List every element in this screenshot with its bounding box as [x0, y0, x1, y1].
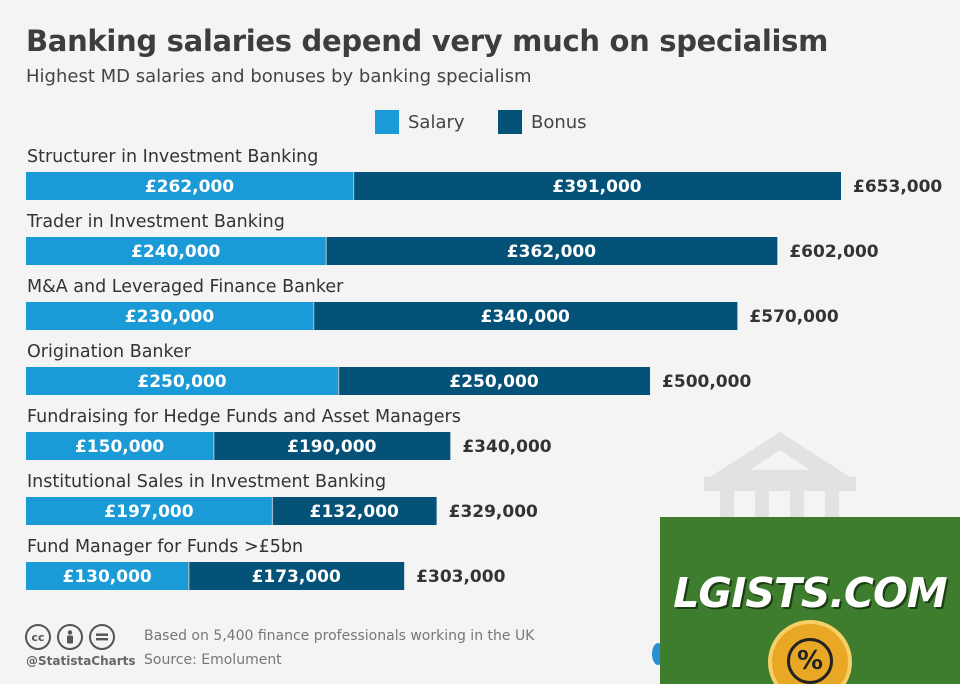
total-label-row-5: £329,000 [449, 502, 538, 522]
bonus-value-label-row-6: £173,000 [252, 567, 341, 587]
total-label-row-3: £500,000 [662, 372, 751, 392]
bonus-value-label-row-2: £340,000 [481, 307, 570, 327]
bonus-value-label-row-3: £250,000 [449, 372, 538, 392]
watermark-overlay: LGISTS.COM % [660, 517, 960, 684]
page-title: Banking salaries depend very much on spe… [26, 24, 828, 58]
legend-item-salary: Salary [375, 110, 465, 134]
salary-value-label-row-0: £262,000 [145, 177, 234, 197]
overlay-logo-text: LGISTS.COM [673, 569, 947, 617]
percent-symbol: % [787, 638, 833, 684]
category-label-row-1: Trader in Investment Banking [26, 212, 285, 232]
salary-bar-row-3 [26, 367, 339, 395]
bonus-bar-row-1 [325, 237, 778, 265]
bonus-bar-row-3 [338, 367, 651, 395]
legend-label-bonus: Bonus [531, 111, 587, 133]
segment-divider-row-6 [188, 562, 190, 590]
bonus-bar-row-6 [188, 562, 405, 590]
salary-bar-row-5 [26, 497, 272, 525]
bonus-bar-row-0 [352, 172, 841, 200]
total-label-row-0: £653,000 [853, 177, 942, 197]
page-subtitle: Highest MD salaries and bonuses by banki… [26, 66, 532, 87]
legend-swatch-bonus [498, 110, 522, 134]
bonus-value-label-row-5: £132,000 [310, 502, 399, 522]
category-label-row-4: Fundraising for Hedge Funds and Asset Ma… [27, 407, 461, 427]
segment-divider-row-3 [338, 367, 340, 395]
bonus-value-label-row-1: £362,000 [507, 242, 596, 262]
category-label-row-6: Fund Manager for Funds >£5bn [27, 537, 303, 557]
salary-bar-row-1 [26, 237, 326, 265]
category-label-row-2: M&A and Leveraged Finance Banker [27, 277, 344, 297]
bonus-bar-row-4 [213, 432, 451, 460]
total-label-row-6: £303,000 [416, 567, 505, 587]
segment-divider-row-1 [325, 237, 327, 265]
legend-item-bonus: Bonus [498, 110, 587, 134]
footer-note: Based on 5,400 finance professionals wor… [144, 628, 535, 644]
total-label-row-2: £570,000 [749, 307, 838, 327]
salary-value-label-row-4: £150,000 [75, 437, 164, 457]
legend: Salary Bonus [0, 110, 960, 138]
total-label-row-4: £340,000 [462, 437, 551, 457]
bonus-value-label-row-0: £391,000 [552, 177, 641, 197]
salary-value-label-row-5: £197,000 [104, 502, 193, 522]
salary-bar-row-4 [26, 432, 214, 460]
salary-bar-row-2 [26, 302, 314, 330]
segment-divider-row-0 [352, 172, 355, 200]
bank-building-icon [704, 432, 856, 522]
category-label-row-5: Institutional Sales in Investment Bankin… [27, 472, 386, 492]
segment-divider-row-5 [271, 497, 274, 525]
legend-label-salary: Salary [408, 111, 465, 133]
percent-badge-icon: % [768, 620, 852, 684]
stacked-bar-chart: Structurer in Investment Banking £262,000… [26, 147, 942, 590]
bonus-bar-row-2 [313, 302, 738, 330]
statista-handle: @StatistaCharts [26, 654, 136, 668]
total-label-row-1: £602,000 [789, 242, 878, 262]
license-icons: cc [25, 624, 115, 650]
category-label-row-0: Structurer in Investment Banking [27, 147, 318, 167]
bonus-bar-row-5 [271, 497, 437, 525]
salary-bar-row-0 [26, 172, 353, 200]
cc-icon: cc [25, 624, 51, 650]
salary-value-label-row-2: £230,000 [125, 307, 214, 327]
segment-divider-row-2 [313, 302, 315, 330]
equals-icon [89, 624, 115, 650]
segment-divider-row-4 [213, 432, 215, 460]
bonus-value-label-row-4: £190,000 [287, 437, 376, 457]
salary-value-label-row-6: £130,000 [62, 567, 151, 587]
person-icon [57, 624, 83, 650]
category-label-row-3: Origination Banker [27, 342, 192, 362]
salary-value-label-row-1: £240,000 [131, 242, 220, 262]
footer-source: Source: Emolument [144, 652, 282, 668]
salary-bar-row-6 [26, 562, 189, 590]
legend-swatch-salary [375, 110, 399, 134]
salary-value-label-row-3: £250,000 [137, 372, 226, 392]
